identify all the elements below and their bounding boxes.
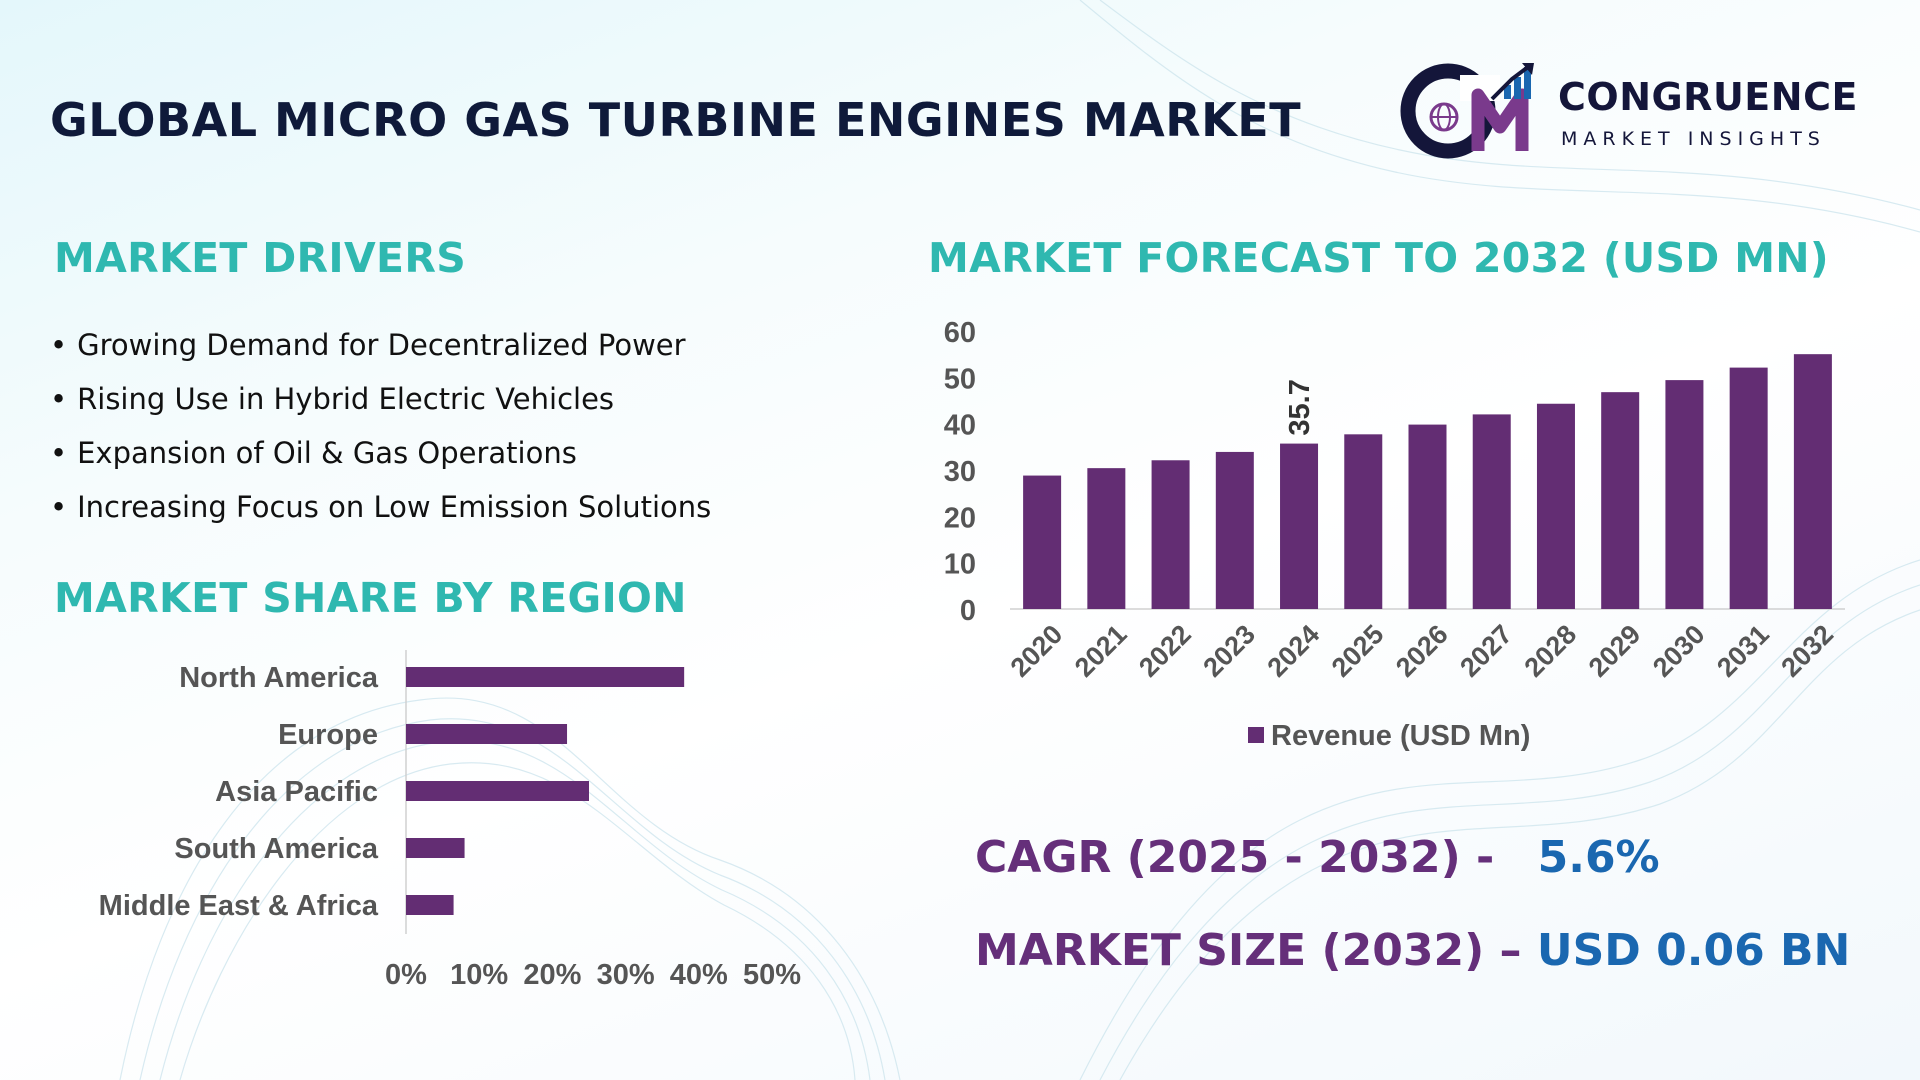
- forecast-bar-2026: [1408, 424, 1447, 609]
- cagr-value: 5.6%: [1537, 832, 1660, 883]
- y-tick-label: 0: [960, 595, 976, 627]
- market-size-label: MARKET SIZE (2032) –: [975, 925, 1522, 976]
- forecast-bar-2021: [1087, 468, 1126, 609]
- region-label: North America: [179, 662, 379, 694]
- brand-tagline: MARKET INSIGHTS: [1561, 128, 1826, 150]
- y-tick-label: 30: [944, 456, 976, 488]
- region-label: Europe: [278, 719, 378, 751]
- y-tick-label: 40: [944, 410, 976, 442]
- y-tick-label: 10: [944, 549, 976, 581]
- region-label: Middle East & Africa: [99, 890, 379, 922]
- forecast-bar-2030: [1665, 380, 1704, 609]
- market-forecast-title: MARKET FORECAST TO 2032 (USD MN): [928, 234, 1829, 282]
- region-bar: [406, 895, 454, 915]
- region-bar: [406, 781, 589, 801]
- y-tick-label: 60: [944, 317, 976, 349]
- legend-label: Revenue (USD Mn): [1271, 720, 1530, 752]
- x-tick-label: 40%: [670, 959, 728, 991]
- forecast-bar-2025: [1344, 434, 1383, 609]
- y-tick-label: 50: [944, 363, 976, 395]
- market-drivers-title: MARKET DRIVERS: [54, 234, 467, 282]
- x-tick-label: 0%: [385, 959, 427, 991]
- market-share-title: MARKET SHARE BY REGION: [54, 574, 687, 622]
- forecast-bar-2022: [1151, 460, 1190, 609]
- driver-item: • Increasing Focus on Low Emission Soluti…: [50, 490, 712, 524]
- forecast-bar-2023: [1215, 451, 1254, 609]
- forecast-bar-2031: [1729, 367, 1768, 609]
- region-label: Asia Pacific: [215, 776, 378, 808]
- forecast-bar-2020: [1023, 475, 1062, 609]
- x-tick-label: 10%: [450, 959, 508, 991]
- market-drivers-list: • Growing Demand for Decentralized Power …: [50, 322, 711, 538]
- brand-logo: CONGRUENCE MARKET INSIGHTS: [1400, 55, 1870, 160]
- region-bar: [406, 838, 465, 858]
- region-bar: [406, 667, 685, 687]
- page-title: GLOBAL MICRO GAS TURBINE ENGINES MARKET: [50, 93, 1302, 147]
- driver-item: • Expansion of Oil & Gas Operations: [50, 436, 577, 470]
- x-tick-label: 20%: [523, 959, 581, 991]
- market-size-stat: MARKET SIZE (2032) – USD 0.06 BN: [975, 925, 1850, 976]
- y-tick-label: 20: [944, 502, 976, 534]
- driver-item: • Growing Demand for Decentralized Power: [50, 328, 686, 362]
- region-label: South America: [174, 833, 378, 865]
- cagr-stat: CAGR (2025 - 2032) - 5.6%: [975, 832, 1660, 883]
- cagr-label: CAGR (2025 - 2032) -: [975, 832, 1495, 883]
- legend-swatch: [1248, 727, 1264, 743]
- forecast-bar-2032: [1793, 354, 1832, 609]
- chart-legend: Revenue (USD Mn): [1248, 720, 1530, 752]
- data-label: 35.7: [1284, 379, 1316, 435]
- driver-item: • Rising Use in Hybrid Electric Vehicles: [50, 382, 615, 416]
- forecast-bar-2027: [1472, 414, 1511, 609]
- brand-name: CONGRUENCE: [1558, 75, 1858, 119]
- region-bar: [406, 724, 568, 744]
- brand-emblem-icon: [1400, 63, 1534, 159]
- x-tick-label: 50%: [743, 959, 801, 991]
- forecast-bar-2024: [1280, 443, 1319, 609]
- market-size-value: USD 0.06 BN: [1536, 925, 1851, 976]
- forecast-bar-2029: [1601, 392, 1640, 609]
- x-tick-label: 30%: [597, 959, 655, 991]
- forecast-bar-2028: [1536, 403, 1575, 609]
